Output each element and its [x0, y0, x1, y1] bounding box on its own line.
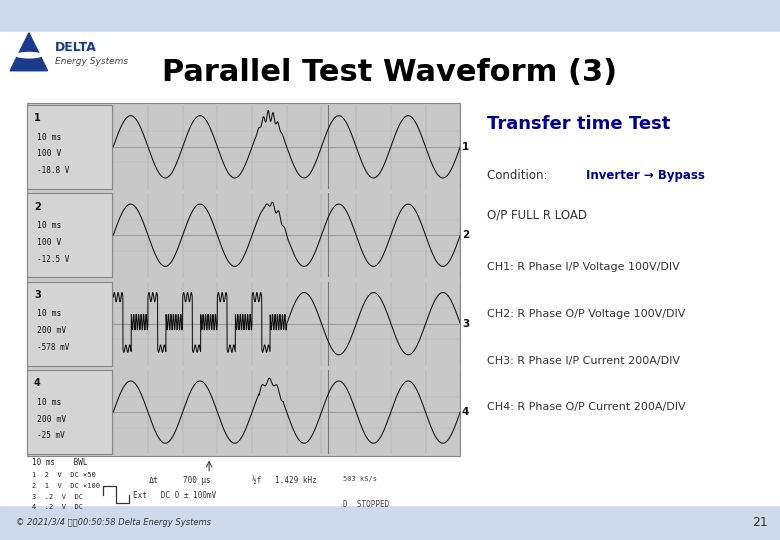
Text: 10 ms: 10 ms: [37, 221, 62, 230]
Text: 100 V: 100 V: [37, 238, 62, 247]
Text: DELTA: DELTA: [55, 41, 97, 54]
Text: 10 ms: 10 ms: [37, 398, 62, 407]
Text: 2: 2: [34, 201, 41, 212]
Text: 4: 4: [462, 407, 470, 417]
Text: 3: 3: [34, 290, 41, 300]
Bar: [0, 32, 780, 505]
Text: Inverter → Bypass: Inverter → Bypass: [586, 169, 705, 182]
Text: 200 mV: 200 mV: [37, 326, 66, 335]
Text: 100 V: 100 V: [37, 150, 62, 158]
Text: © 2021/3/4 上午00:50:58 Delta Energy Systems: © 2021/3/4 上午00:50:58 Delta Energy Syste…: [16, 518, 211, 527]
Text: 4: 4: [34, 379, 41, 388]
Text: 1: 1: [462, 142, 470, 152]
Text: CH2: R Phase O/P Voltage 100V/DIV: CH2: R Phase O/P Voltage 100V/DIV: [487, 309, 686, 319]
Text: D  STOPPED: D STOPPED: [343, 500, 389, 509]
Text: CH3: R Phase I/P Current 200A/DIV: CH3: R Phase I/P Current 200A/DIV: [487, 356, 680, 366]
Text: CH4: R Phase O/P Current 200A/DIV: CH4: R Phase O/P Current 200A/DIV: [487, 402, 686, 413]
Text: Ext   DC 0 ± 100mV: Ext DC 0 ± 100mV: [133, 491, 217, 500]
Text: Condition:: Condition:: [487, 169, 551, 182]
Text: 2: 2: [462, 230, 470, 240]
Text: 10 ms: 10 ms: [37, 309, 62, 319]
Text: Energy Systems: Energy Systems: [55, 57, 128, 66]
Circle shape: [16, 52, 42, 58]
Text: -12.5 V: -12.5 V: [37, 254, 69, 264]
Text: 10 ms    BWL: 10 ms BWL: [32, 457, 87, 467]
Text: 2  1  V  DC ×100: 2 1 V DC ×100: [32, 483, 100, 489]
Text: Transfer time Test: Transfer time Test: [487, 115, 670, 133]
Text: 1: 1: [34, 113, 41, 123]
Text: 4  .2  V  DC: 4 .2 V DC: [32, 504, 83, 510]
Text: -25 mV: -25 mV: [37, 431, 66, 441]
Text: 200 mV: 200 mV: [37, 415, 66, 423]
Text: ½f   1.429 kHz: ½f 1.429 kHz: [253, 476, 317, 485]
Text: 503 kS/s: 503 kS/s: [343, 476, 378, 482]
Text: -578 mV: -578 mV: [37, 343, 69, 352]
Text: 3: 3: [462, 319, 470, 329]
Text: 3  .2  V  DC: 3 .2 V DC: [32, 494, 83, 500]
Text: O/P FULL R LOAD: O/P FULL R LOAD: [487, 208, 587, 221]
Text: 1  2  V  DC ×50: 1 2 V DC ×50: [32, 472, 95, 478]
Text: 15-Jul-03
10:45:13: 15-Jul-03 10:45:13: [32, 106, 73, 125]
Text: Δt: Δt: [148, 476, 158, 485]
Text: 700 µs: 700 µs: [183, 476, 211, 485]
Text: -18.8 V: -18.8 V: [37, 166, 69, 175]
Polygon shape: [10, 33, 48, 71]
Text: CH1: R Phase I/P Voltage 100V/DIV: CH1: R Phase I/P Voltage 100V/DIV: [487, 262, 679, 272]
Text: 10 ms: 10 ms: [37, 132, 62, 141]
Text: Parallel Test Waveform (3): Parallel Test Waveform (3): [162, 58, 618, 87]
Text: 21: 21: [753, 516, 768, 529]
